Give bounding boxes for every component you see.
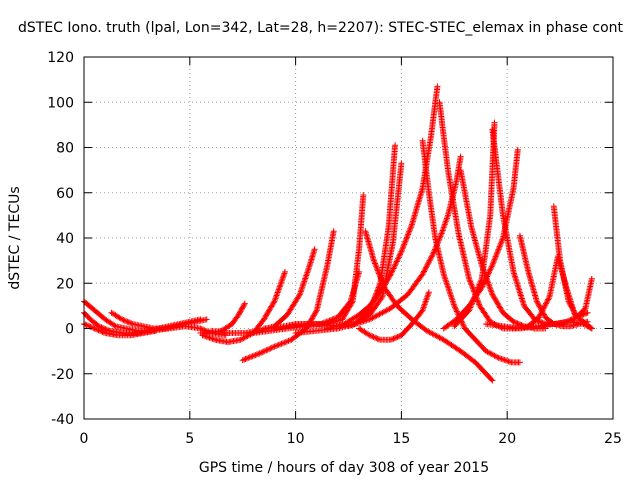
data-series xyxy=(489,126,591,327)
data-series xyxy=(324,83,441,332)
y-tick-label: -40 xyxy=(51,412,74,428)
data-series xyxy=(362,228,496,384)
data-series xyxy=(356,289,432,343)
y-tick-label: 20 xyxy=(56,276,74,292)
data-series xyxy=(260,192,367,332)
grid-lines xyxy=(84,57,613,419)
x-tick-label: 10 xyxy=(287,431,305,447)
data-series xyxy=(483,318,595,332)
series-markers xyxy=(489,126,591,327)
series-markers xyxy=(260,192,367,332)
x-tick-label: 0 xyxy=(80,431,89,447)
y-tick-label: 40 xyxy=(56,231,74,247)
y-tick-label: 100 xyxy=(47,95,74,111)
x-tick-label: 15 xyxy=(392,431,410,447)
series-markers xyxy=(324,83,441,332)
y-axis-title: dSTEC / TECUs xyxy=(7,186,23,289)
data-series xyxy=(239,228,337,364)
data-series xyxy=(550,203,595,321)
series-markers xyxy=(419,137,523,366)
y-tick-label: 60 xyxy=(56,186,74,202)
y-axis: -40 -20 0 20 40 60 80 100 120 xyxy=(47,50,613,428)
series-markers xyxy=(239,228,337,364)
series-markers xyxy=(362,228,496,384)
chart-title: dSTEC Iono. truth (lpal, Lon=342, Lat=28… xyxy=(18,20,624,36)
x-tick-label: 20 xyxy=(498,431,516,447)
y-tick-label: 0 xyxy=(65,322,74,338)
x-tick-label: 5 xyxy=(185,431,194,447)
y-tick-label: 80 xyxy=(56,141,74,157)
y-tick-label: 120 xyxy=(47,50,74,66)
x-axis-title: GPS time / hours of day 308 of year 2015 xyxy=(199,460,489,476)
x-tick-label: 25 xyxy=(604,431,622,447)
y-tick-label: -20 xyxy=(51,367,74,383)
plot-area xyxy=(81,83,595,384)
series-markers xyxy=(108,309,210,332)
series-markers xyxy=(356,289,432,343)
data-series xyxy=(419,137,523,366)
x-axis: 0 5 10 15 20 25 xyxy=(80,57,622,447)
series-markers xyxy=(550,203,595,321)
data-series xyxy=(108,309,210,332)
series-markers xyxy=(483,318,595,332)
